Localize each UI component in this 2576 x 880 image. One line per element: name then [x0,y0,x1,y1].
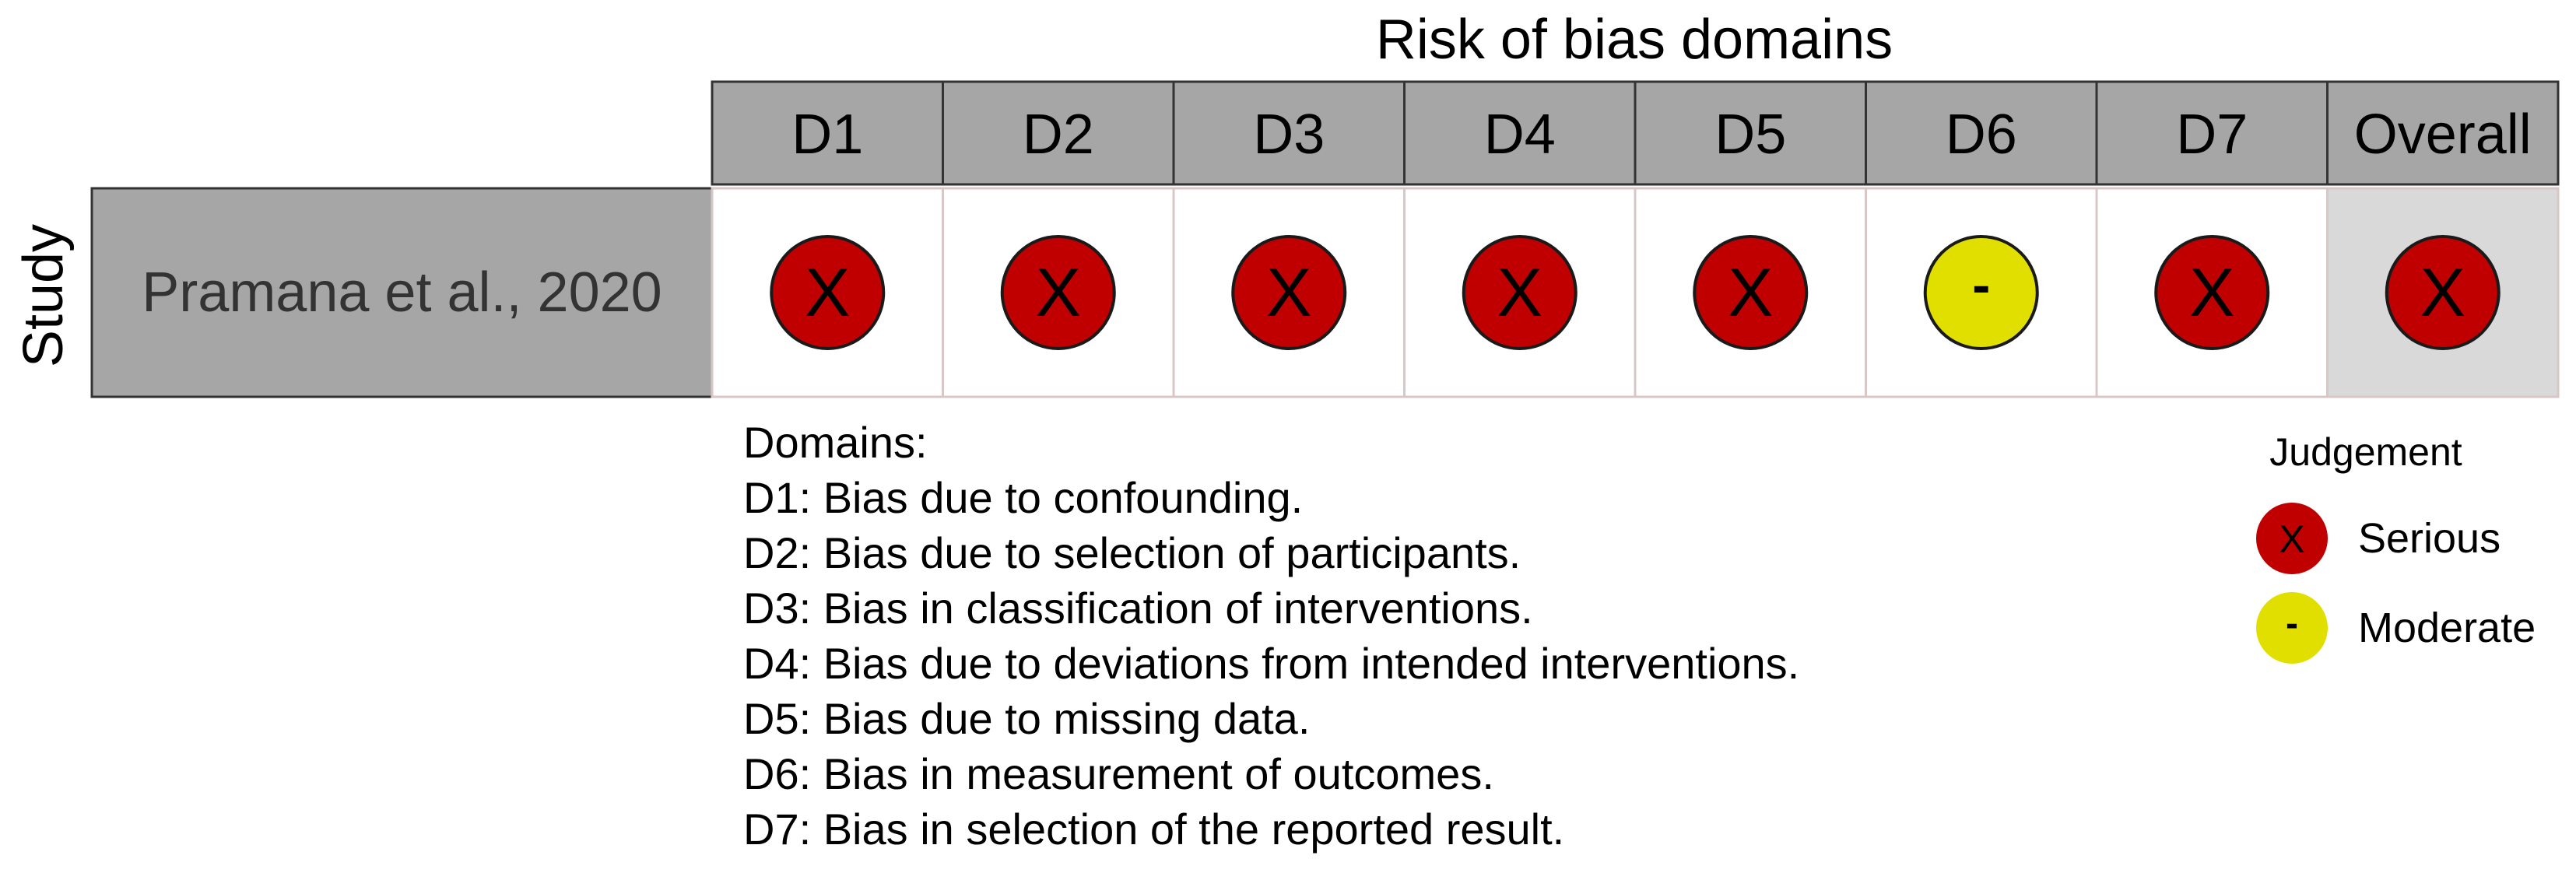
domain-description-6: D6: Bias in measurement of outcomes. [743,749,1494,798]
judgement-serious-marker [2154,235,2270,350]
legend-serious-symbol: X [2279,517,2304,561]
judgement-serious-marker [1693,235,1809,350]
domain-description-7: D7: Bias in selection of the reported re… [743,805,1564,854]
column-header-label-d7: D7 [2176,103,2248,166]
judgement-symbol: X [1035,254,1081,331]
domain-description-4: D4: Bias due to deviations from intended… [743,639,1799,688]
legend-moderate-symbol: - [2286,603,2298,644]
column-header-label-d1: D1 [791,103,863,166]
column-header-label-d2: D2 [1023,103,1094,166]
judgement-serious-marker [1462,235,1578,350]
judgement-moderate-marker [1923,235,2039,350]
figure-title: Risk of bias domains [1376,9,1893,71]
domain-description-1: D1: Bias due to confounding. [743,473,1303,522]
column-header-d2 [942,80,1175,186]
legend-title: Judgement [2269,430,2462,474]
column-header-d1 [711,80,944,186]
judgement-symbol: X [1728,254,1774,331]
study-label: Pramana et al., 2020 [142,261,662,324]
legend-moderate-icon [2256,592,2328,664]
domain-description-2: D2: Bias due to selection of participant… [743,528,1521,577]
column-header-d3 [1172,80,1406,186]
column-header-label-d6: D6 [1946,103,2017,166]
domain-descriptions: Domains: D1: Bias due to confounding. D2:… [743,418,1799,854]
judgement-symbol: X [2189,254,2235,331]
y-axis-label: Study [12,224,75,367]
column-header-label-overall: Overall [2354,103,2532,166]
judgement-symbol: X [2420,254,2465,331]
study-cell [90,187,714,398]
column-header-d7 [2095,80,2329,186]
judgement-symbol: X [1497,254,1542,331]
column-header-d5 [1634,80,1867,186]
bias-grid: D1 D2 D3 D4 D5 D6 D7 Overall Pramana et al., 202… [90,80,2560,398]
judgement-symbol: X [1266,254,1312,331]
domain-description-5: D5: Bias due to missing data. [743,694,1310,743]
judgement-symbol: X [805,254,851,331]
column-header-label-d4: D4 [1484,103,1556,166]
judgement-serious-marker [770,235,886,350]
legend-moderate-label: Moderate [2358,605,2536,651]
domains-heading: Domains: [743,418,928,467]
judgement-serious-marker [2385,235,2501,350]
legend-serious-label: Serious [2358,515,2501,562]
column-header-label-d3: D3 [1253,103,1325,166]
judgement-legend: Judgement X Serious - Moderate [2256,430,2536,664]
legend-serious-icon [2256,503,2328,574]
domain-description-3: D3: Bias in classification of interventi… [743,584,1533,633]
column-header-label-d5: D5 [1714,103,1786,166]
column-header-d6 [1865,80,2098,186]
judgement-serious-marker [1231,235,1347,350]
column-header-overall [2326,80,2560,186]
judgement-symbol: - [1972,254,1990,315]
judgement-serious-marker [1000,235,1116,350]
